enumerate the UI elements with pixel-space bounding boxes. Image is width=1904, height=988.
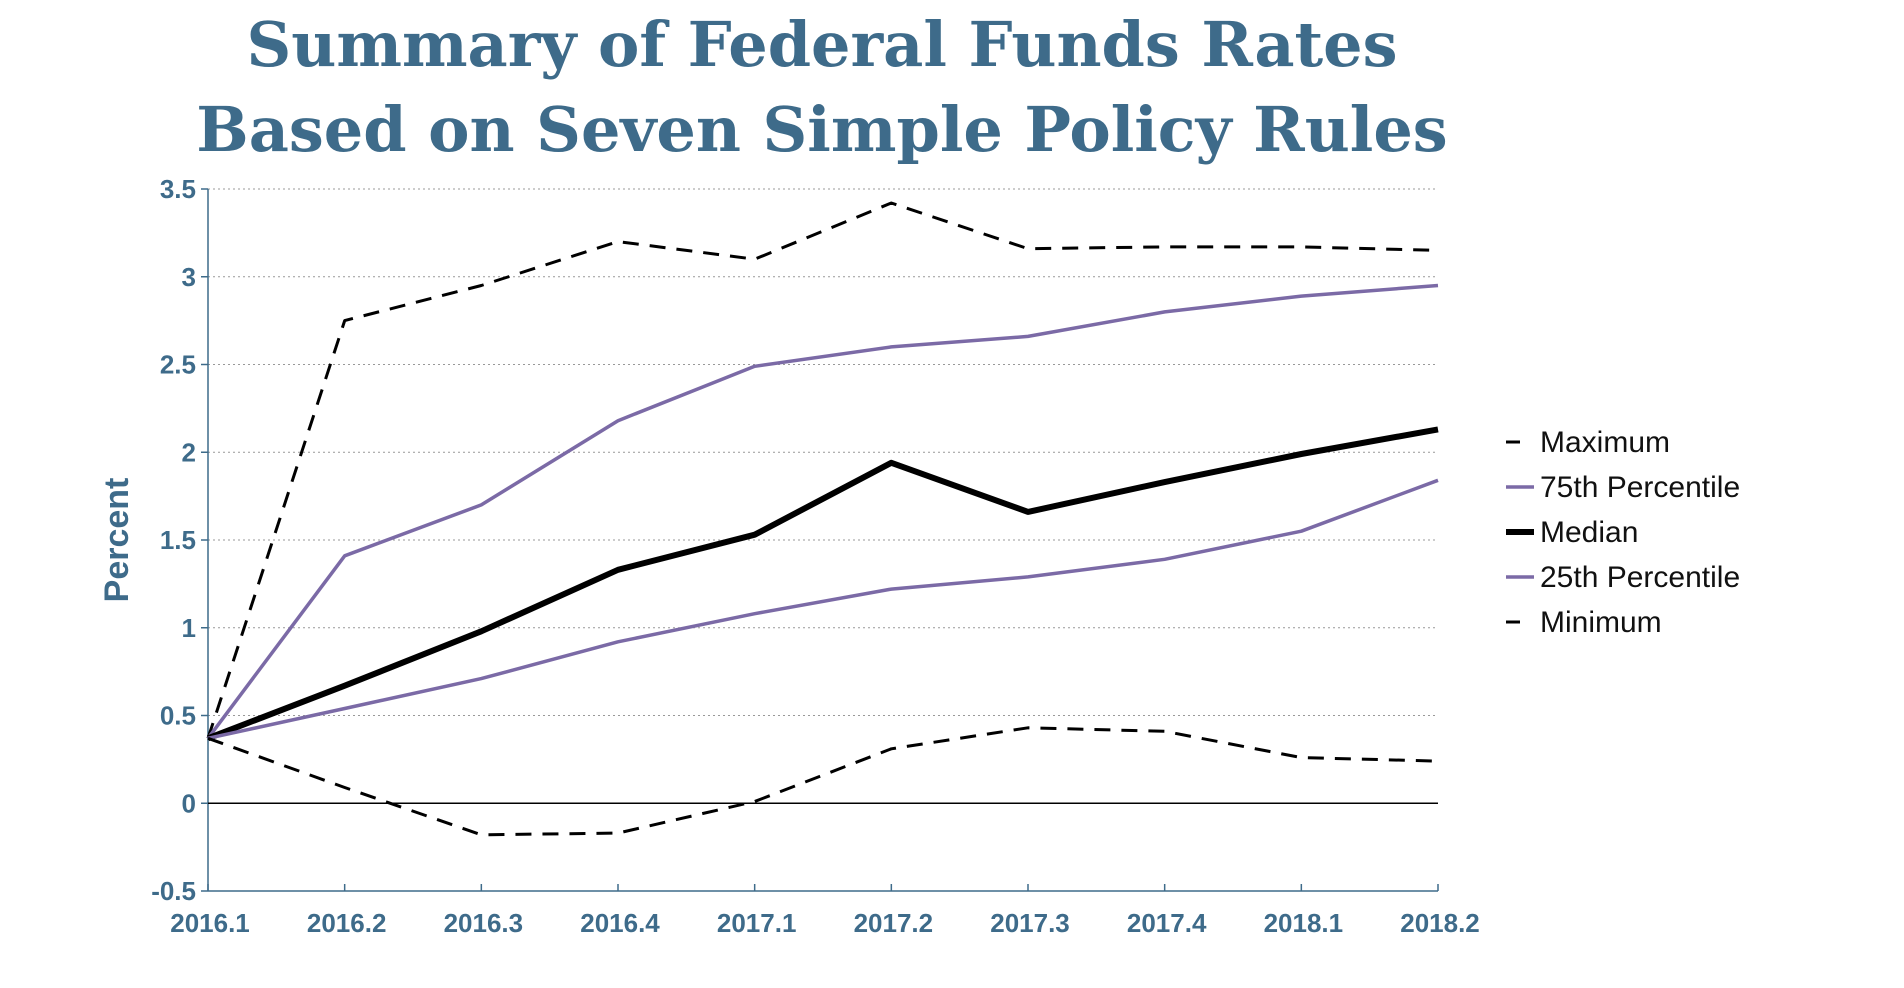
y-axis-label: Percent: [98, 478, 136, 603]
axes: [201, 188, 1439, 892]
x-tick-label: 2017.4: [1127, 908, 1207, 938]
x-tick-labels: 2016.1 2016.2 2016.3 2016.4 2017.1 2017.2 2017…: [170, 908, 1480, 938]
y-tick-label: 1.5: [160, 525, 196, 555]
series-line-median: [206, 426, 1439, 742]
y-tick-label: 2.5: [160, 350, 196, 380]
gridlines: [208, 188, 1438, 716]
legend: Maximum 75th Percentile Median 25th Percent…: [1506, 426, 1740, 639]
y-tick-label: 3.5: [160, 174, 196, 204]
title-line-1: Summary of Federal Funds Rates: [247, 8, 1398, 81]
legend-label-median: Median: [1540, 516, 1638, 549]
y-tick-label: 3: [182, 262, 196, 292]
legend-label-75th-percentile: 75th Percentile: [1540, 471, 1740, 504]
series-lines: [206, 201, 1439, 837]
y-tick-label: 2: [182, 437, 196, 467]
y-tick-label: 0: [182, 788, 196, 818]
y-tick-label: 0.5: [160, 701, 196, 731]
x-tick-label: 2017.1: [717, 908, 797, 938]
legend-label-25th-percentile: 25th Percentile: [1540, 561, 1740, 594]
title-line-2: Based on Seven Simple Policy Rules: [196, 93, 1447, 166]
y-tick-label: 1: [182, 613, 196, 643]
x-tick-label: 2018.2: [1400, 908, 1480, 938]
x-tick-label: 2018.1: [1264, 908, 1344, 938]
x-tick-label: 2016.4: [580, 908, 660, 938]
legend-label-maximum: Maximum: [1540, 426, 1670, 459]
x-tick-label: 2017.2: [854, 908, 934, 938]
legend-label-minimum: Minimum: [1540, 606, 1662, 639]
series-line-maximum: [206, 201, 1439, 739]
y-tick-labels: 3.5 3 2.5 2 1.5 1 0.5 0 -0.5: [151, 174, 196, 906]
series-line-75th-percentile: [206, 283, 1439, 740]
x-tick-label: 2017.3: [990, 908, 1070, 938]
chart-title: Summary of Federal Funds Rates Based on S…: [196, 8, 1447, 166]
x-tick-label: 2016.2: [307, 908, 387, 938]
series-line-minimum: [207, 726, 1439, 837]
series-line-25th-percentile: [207, 478, 1439, 741]
y-tick-label: -0.5: [151, 876, 196, 906]
x-tick-label: 2016.3: [444, 908, 524, 938]
x-tick-label: 2016.1: [170, 908, 250, 938]
